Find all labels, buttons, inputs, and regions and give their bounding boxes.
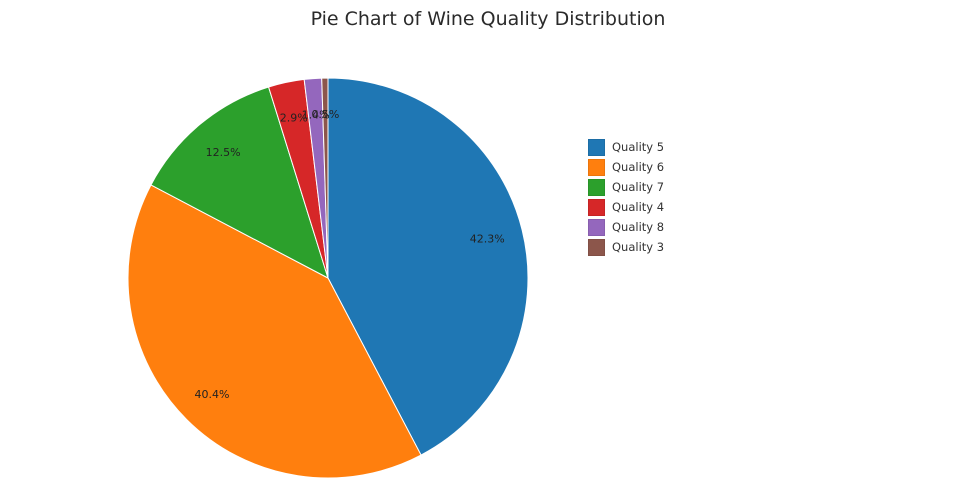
pie-slice-quality-3[interactable] xyxy=(321,77,329,279)
slice-label-quality-5: 42.3% xyxy=(470,233,505,246)
legend: Quality 5 Quality 6 Quality 7 Quality 4 Qual… xyxy=(588,137,664,257)
legend-swatch xyxy=(588,218,605,236)
pie-slice-quality-5[interactable] xyxy=(327,77,529,456)
legend-label: Quality 7 xyxy=(612,180,665,194)
legend-label: Quality 8 xyxy=(612,220,665,234)
legend-item-quality-3[interactable]: Quality 3 xyxy=(588,237,664,257)
legend-item-quality-6[interactable]: Quality 6 xyxy=(588,157,664,177)
slice-label-quality-8: 1.4% xyxy=(302,108,330,121)
slice-label-quality-7: 12.5% xyxy=(206,146,241,159)
legend-item-quality-4[interactable]: Quality 4 xyxy=(588,197,664,217)
legend-item-quality-5[interactable]: Quality 5 xyxy=(588,137,664,157)
legend-swatch xyxy=(588,138,605,156)
legend-label: Quality 4 xyxy=(612,200,665,214)
legend-item-quality-7[interactable]: Quality 7 xyxy=(588,177,664,197)
legend-swatch xyxy=(588,178,605,196)
legend-label: Quality 6 xyxy=(612,160,665,174)
slice-label-quality-6: 40.4% xyxy=(195,388,230,401)
slice-label-quality-4: 2.9% xyxy=(280,112,308,125)
pie-slice-quality-7[interactable] xyxy=(150,86,329,280)
slice-label-quality-3: 0.5% xyxy=(311,108,339,121)
legend-swatch xyxy=(588,158,605,176)
legend-label: Quality 3 xyxy=(612,240,665,254)
legend-item-quality-8[interactable]: Quality 8 xyxy=(588,217,664,237)
legend-swatch xyxy=(588,198,605,216)
legend-label: Quality 5 xyxy=(612,140,665,154)
legend-swatch xyxy=(588,238,605,256)
chart-title: Pie Chart of Wine Quality Distribution xyxy=(310,8,666,30)
pie-slice-quality-6[interactable] xyxy=(127,184,422,479)
